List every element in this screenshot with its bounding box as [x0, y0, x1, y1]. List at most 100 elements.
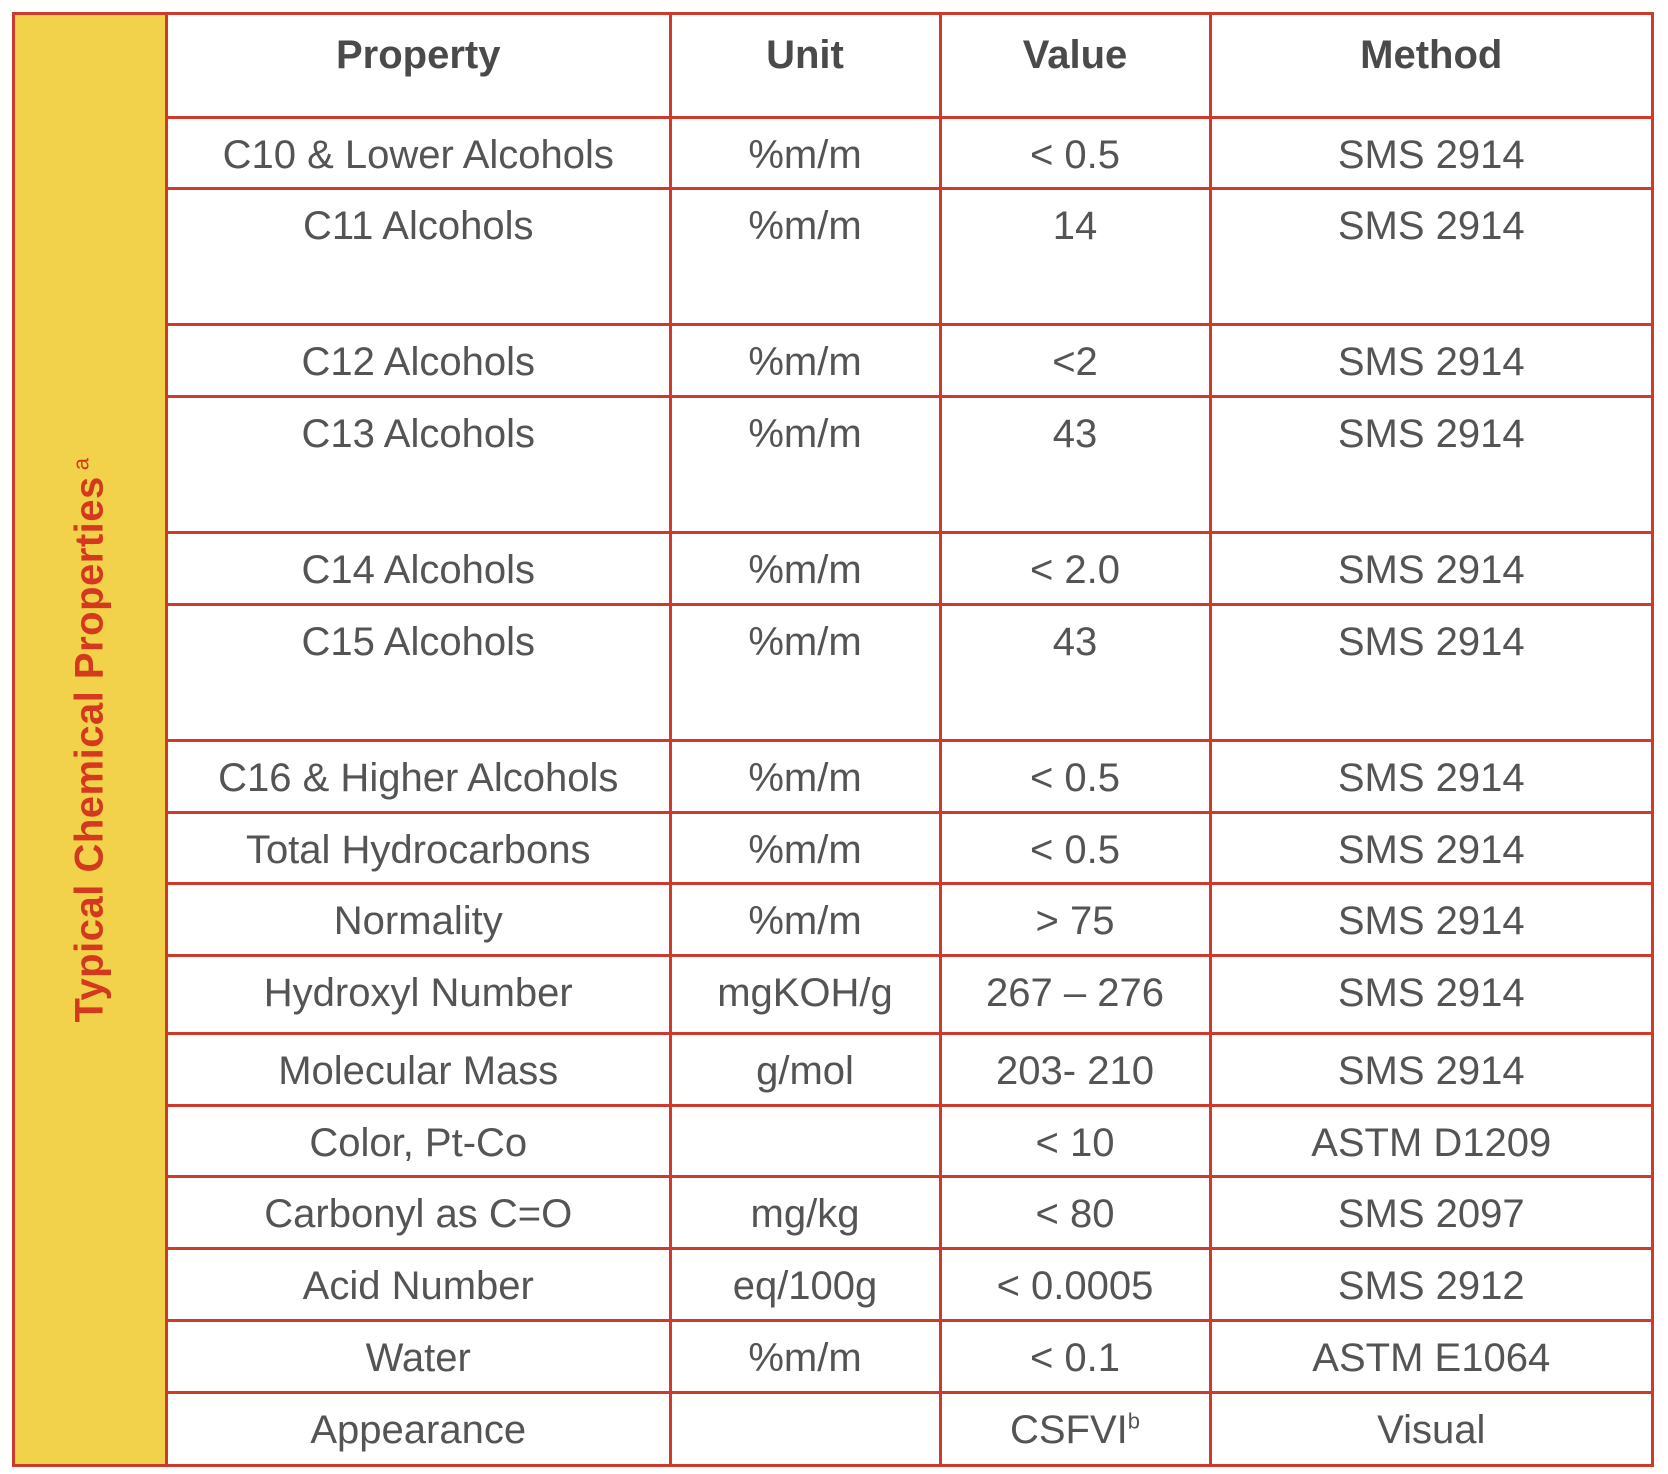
table-row: Normality %m/m > 75 SMS 2914 [168, 882, 1651, 958]
cell-unit-text: %m/m [748, 340, 862, 385]
cell-property: Carbonyl as C=O [168, 1175, 672, 1251]
cell-method-text: SMS 2097 [1337, 1192, 1525, 1237]
cell-property: Molecular Mass [168, 1032, 672, 1107]
cell-property: C16 & Higher Alcohols [168, 739, 672, 814]
cell-unit-text: %m/m [748, 132, 862, 177]
cell-unit: %m/m [668, 115, 942, 191]
cell-value: < 2.0 [938, 531, 1212, 606]
cell-method-text: ASTM E1064 [1312, 1335, 1551, 1380]
cell-unit-text: %m/m [748, 412, 862, 457]
cell-property: Appearance [168, 1390, 672, 1464]
cell-unit: %m/m [668, 531, 942, 606]
cell-property-text: C13 Alcohols [301, 412, 535, 457]
cell-method: SMS 2914 [1208, 602, 1651, 743]
cell-unit: mgKOH/g [668, 954, 942, 1036]
cell-value: < 0.5 [938, 115, 1212, 191]
cell-unit: %m/m [668, 323, 942, 399]
cell-value-text: < 2.0 [1029, 548, 1121, 593]
table-header-row: Property Unit Value Method [168, 15, 1651, 119]
cell-method-text: SMS 2914 [1337, 132, 1525, 177]
cell-method: SMS 2914 [1208, 115, 1651, 191]
cell-property-text: Total Hydrocarbons [245, 827, 591, 872]
cell-property-text: Water [365, 1335, 471, 1380]
cell-unit: %m/m [668, 602, 942, 743]
cell-method: ASTM D1209 [1208, 1103, 1651, 1179]
cell-method-text: SMS 2914 [1337, 899, 1525, 944]
cell-property-text: Color, Pt-Co [309, 1120, 528, 1165]
cell-property: Water [168, 1318, 672, 1394]
table-row: C15 Alcohols %m/m 43 SMS 2914 [168, 602, 1651, 743]
cell-value: 267 – 276 [938, 954, 1212, 1036]
cell-method: SMS 2914 [1208, 531, 1651, 606]
cell-value: > 75 [938, 882, 1212, 958]
cell-property: C15 Alcohols [168, 602, 672, 743]
cell-value-text: < 0.1 [1029, 1335, 1121, 1380]
cell-property: Color, Pt-Co [168, 1103, 672, 1179]
cell-value: CSFVIb [938, 1390, 1212, 1464]
cell-property: C10 & Lower Alcohols [168, 115, 672, 191]
cell-value: < 0.5 [938, 739, 1212, 814]
cell-property-text: Normality [333, 899, 503, 944]
table-wrapper: Property Unit Value Method C10 & Lower A… [168, 15, 1651, 1464]
cell-unit: %m/m [668, 1318, 942, 1394]
cell-value: 14 [938, 187, 1212, 327]
cell-property-text: Appearance [310, 1407, 527, 1452]
cell-property-text: C11 Alcohols [302, 204, 534, 249]
table-row: Carbonyl as C=O mg/kg < 80 SMS 2097 [168, 1175, 1651, 1251]
cell-unit-text: mgKOH/g [717, 971, 893, 1016]
cell-value-text: 43 [1052, 619, 1098, 664]
cell-method: ASTM E1064 [1208, 1318, 1651, 1394]
cell-value-text: < 80 [1035, 1192, 1115, 1237]
cell-method-text: SMS 2914 [1337, 548, 1525, 593]
cell-property: C11 Alcohols [168, 187, 672, 327]
cell-unit: %m/m [668, 882, 942, 958]
cell-value-text: 43 [1052, 412, 1098, 457]
table-row: C11 Alcohols %m/m 14 SMS 2914 [168, 187, 1651, 327]
cell-unit: %m/m [668, 187, 942, 327]
cell-method: SMS 2914 [1208, 882, 1651, 958]
cell-value-text: < 0.5 [1029, 132, 1121, 177]
cell-value: 43 [938, 395, 1212, 535]
cell-method-text: SMS 2914 [1337, 971, 1525, 1016]
table-row: C13 Alcohols %m/m 43 SMS 2914 [168, 395, 1651, 535]
cell-value-text: <2 [1052, 340, 1098, 385]
cell-unit: eq/100g [668, 1247, 942, 1322]
cell-unit-text: %m/m [748, 756, 862, 801]
cell-method-text: SMS 2912 [1337, 1264, 1525, 1309]
cell-value: < 0.1 [938, 1318, 1212, 1394]
cell-method-text: SMS 2914 [1337, 340, 1525, 385]
cell-property: Acid Number [168, 1247, 672, 1322]
cell-method: SMS 2914 [1208, 323, 1651, 399]
column-header-value: Value [938, 15, 1212, 119]
cell-unit-text: %m/m [748, 1335, 862, 1380]
cell-property: Normality [168, 882, 672, 958]
table-row: C16 & Higher Alcohols %m/m < 0.5 SMS 2914 [168, 739, 1651, 814]
cell-unit-text: eq/100g [732, 1264, 878, 1309]
table-row: Total Hydrocarbons %m/m < 0.5 SMS 2914 [168, 810, 1651, 886]
cell-method: SMS 2097 [1208, 1175, 1651, 1251]
cell-property-text: C12 Alcohols [301, 340, 535, 385]
cell-method-text: SMS 2914 [1337, 204, 1525, 249]
table-row: C10 & Lower Alcohols %m/m < 0.5 SMS 2914 [168, 115, 1651, 191]
table-body: C10 & Lower Alcohols %m/m < 0.5 SMS 2914 C11… [168, 115, 1651, 1464]
cell-value-text: 267 – 276 [986, 971, 1164, 1016]
cell-unit: %m/m [668, 810, 942, 886]
cell-property-text: C10 & Lower Alcohols [222, 132, 614, 177]
cell-unit-text: mg/kg [750, 1192, 860, 1237]
cell-method-text: ASTM D1209 [1311, 1120, 1552, 1165]
cell-method-text: SMS 2914 [1337, 1049, 1525, 1094]
cell-value: < 80 [938, 1175, 1212, 1251]
cell-unit: %m/m [668, 395, 942, 535]
cell-value-text: < 0.5 [1029, 756, 1121, 801]
cell-property: C12 Alcohols [168, 323, 672, 399]
cell-value: <2 [938, 323, 1212, 399]
cell-unit: %m/m [668, 739, 942, 814]
cell-value: < 10 [938, 1103, 1212, 1179]
cell-unit-text: %m/m [748, 827, 862, 872]
table-row: Appearance CSFVIb Visual [168, 1390, 1651, 1464]
cell-property: C14 Alcohols [168, 531, 672, 606]
side-title-note: a [68, 456, 94, 470]
cell-unit-text: g/mol [756, 1049, 854, 1094]
cell-property: Hydroxyl Number [168, 954, 672, 1036]
cell-property-text: C16 & Higher Alcohols [218, 756, 619, 801]
